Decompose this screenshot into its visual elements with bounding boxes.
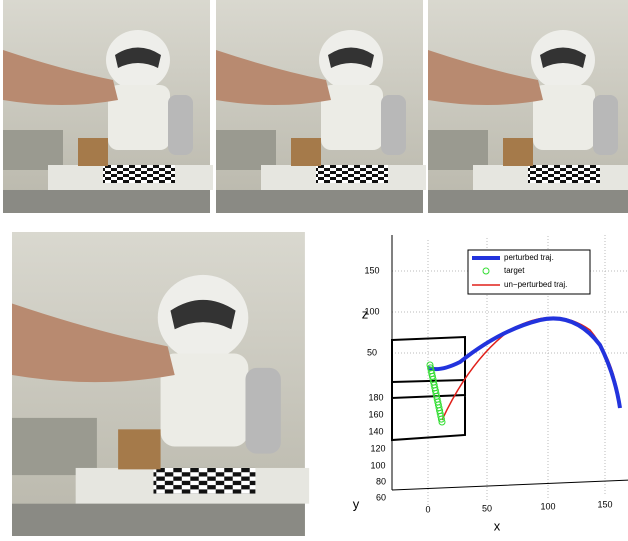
z-tick: 150 bbox=[364, 265, 379, 275]
y-tick: 160 bbox=[368, 409, 383, 419]
photo-2 bbox=[216, 0, 426, 213]
x-label: x bbox=[494, 518, 501, 533]
unperturbed-curve bbox=[442, 318, 620, 421]
y-tick: 60 bbox=[376, 492, 386, 502]
photo-1 bbox=[3, 0, 213, 213]
y-tick: 80 bbox=[376, 476, 386, 486]
legend-label: perturbed traj. bbox=[504, 253, 554, 262]
photo-4 bbox=[12, 232, 309, 536]
y-tick: 180 bbox=[368, 392, 383, 402]
figure: 150 100 50 180 160 140 120 100 80 60 0 5… bbox=[0, 0, 628, 536]
legend: perturbed traj. target un−perturbed traj… bbox=[468, 250, 590, 294]
box bbox=[392, 337, 465, 440]
legend-label: target bbox=[504, 266, 525, 275]
z-tick: 50 bbox=[367, 347, 377, 357]
plot: 150 100 50 180 160 140 120 100 80 60 0 5… bbox=[353, 235, 628, 533]
x-tick: 50 bbox=[482, 503, 492, 513]
legend-label: un−perturbed traj. bbox=[504, 280, 567, 289]
targets bbox=[427, 362, 445, 425]
z-label: z bbox=[362, 306, 369, 321]
y-tick: 120 bbox=[370, 443, 385, 453]
photo-3 bbox=[428, 0, 628, 213]
x-tick: 100 bbox=[540, 501, 555, 511]
y-label: y bbox=[353, 496, 360, 511]
x-tick: 150 bbox=[597, 499, 612, 509]
y-tick: 140 bbox=[368, 426, 383, 436]
y-tick: 100 bbox=[370, 460, 385, 470]
x-tick: 0 bbox=[425, 504, 430, 514]
